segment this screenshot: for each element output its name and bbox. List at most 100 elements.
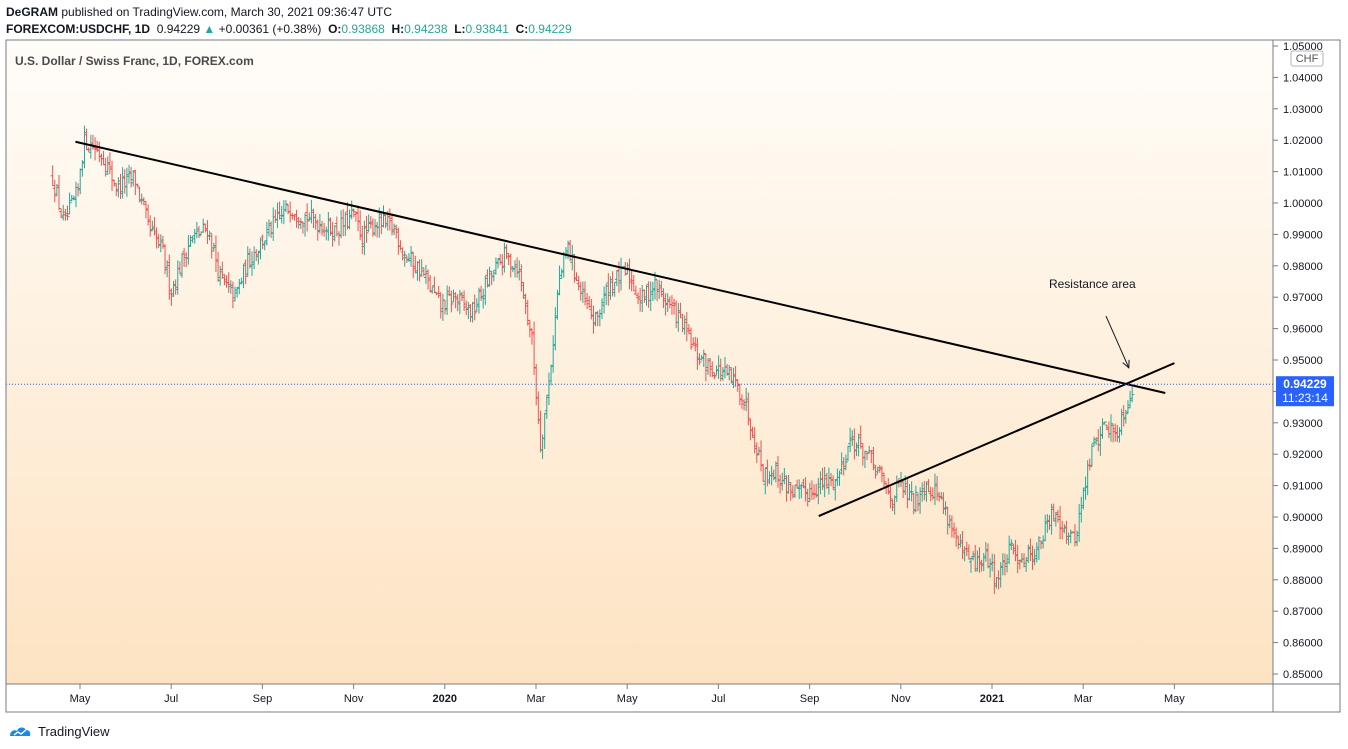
ohlc-bar xyxy=(1123,409,1128,424)
ohlc-bar xyxy=(652,271,657,300)
price-tick-label: 1.01000 xyxy=(1283,167,1323,179)
ohlc-bar xyxy=(472,294,477,321)
time-tick-label: Jul xyxy=(711,693,725,705)
time-tick-label: Sep xyxy=(253,693,273,705)
open-label: O: xyxy=(328,22,342,36)
tradingview-logo-icon xyxy=(10,727,31,736)
ohlc-bar xyxy=(207,230,212,241)
ohlc-bar xyxy=(1036,536,1041,560)
time-tick-label: Sep xyxy=(800,693,820,705)
ohlc-legend: FOREXCOM:USDCHF, 1D 0.94229 ▲ +0.00361 (… xyxy=(6,22,572,36)
price-tick-label: 1.02000 xyxy=(1283,135,1323,147)
ohlc-bar xyxy=(1068,529,1073,544)
low-value: 0.93841 xyxy=(465,22,509,36)
price-tick-label: 0.93000 xyxy=(1283,418,1323,430)
open-value: 0.93868 xyxy=(341,22,385,36)
price-tick-label: 0.95000 xyxy=(1283,355,1323,367)
last-price: 0.94229 xyxy=(156,22,201,36)
ohlc-bar xyxy=(862,450,867,468)
ohlc-bar xyxy=(364,215,369,243)
price-tick-label: 1.05000 xyxy=(1283,41,1323,53)
currency-label: CHF xyxy=(1296,53,1319,65)
ohlc-bar xyxy=(196,226,201,239)
price-tick-label: 0.92000 xyxy=(1283,449,1323,461)
time-axis[interactable]: May Jul Sep Nov 2020 Mar May Jul Sep Nov 2021 Mar Ma… xyxy=(70,684,1186,705)
price-tick-label: 0.90000 xyxy=(1283,512,1323,524)
price-tick-label: 0.89000 xyxy=(1283,543,1323,555)
ohlc-bar xyxy=(1102,421,1107,424)
ohlc-bar xyxy=(873,465,878,479)
plot-background xyxy=(6,40,1273,684)
close-value: 0.94229 xyxy=(528,22,572,36)
low-label: L: xyxy=(454,22,466,36)
time-tick-label: 2021 xyxy=(980,693,1004,705)
ohlc-bar xyxy=(754,442,759,464)
ohlc-bar xyxy=(1100,418,1105,439)
ohlc-bar xyxy=(913,485,918,513)
chart-frame xyxy=(5,39,1341,713)
ohlc-bar xyxy=(65,205,70,221)
last-price-tag xyxy=(1276,376,1334,407)
ohlc-bar xyxy=(882,472,887,488)
tradingview-brand: TradingView xyxy=(38,723,110,739)
price-tick-label: 0.91000 xyxy=(1283,481,1323,493)
price-change: +0.00361 (+0.38%) xyxy=(218,22,322,36)
price-tick-label: 0.87000 xyxy=(1283,606,1323,618)
price-tick-label: 0.99000 xyxy=(1283,229,1323,241)
ohlc-bar xyxy=(1130,386,1135,403)
ohlc-bar xyxy=(449,290,454,313)
ohlc-bar xyxy=(67,192,72,215)
time-tick-label: Nov xyxy=(344,693,364,705)
price-axis[interactable]: 0.85000 0.86000 0.87000 0.88000 0.89000 0.900… xyxy=(1273,41,1323,681)
ohlc-bar xyxy=(701,349,706,367)
trendlines[interactable] xyxy=(75,140,1175,517)
ohlc-bar xyxy=(843,454,848,471)
price-tick-label: 1.00000 xyxy=(1283,198,1323,210)
ohlc-bars xyxy=(50,125,1135,595)
high-label: H: xyxy=(391,22,405,36)
ohlc-bar xyxy=(746,392,751,426)
ohlc-bar xyxy=(712,372,717,380)
resistance-annotation-text[interactable]: Resistance area xyxy=(1049,277,1136,291)
time-tick-label: May xyxy=(70,693,91,705)
symbol-label: FOREXCOM:USDCHF, 1D xyxy=(6,22,151,36)
published-text: published on TradingView.com, March 30, … xyxy=(61,5,393,19)
publish-info: DeGRAM published on TradingView.com, Mar… xyxy=(6,5,392,19)
close-label: C: xyxy=(515,22,529,36)
time-tick-label: Jul xyxy=(164,693,178,705)
time-tick-label: May xyxy=(1164,693,1185,705)
ohlc-bar xyxy=(888,486,893,509)
ohlc-bar xyxy=(697,353,702,365)
ohlc-bar xyxy=(402,250,407,267)
arrowhead-icon xyxy=(1122,359,1130,369)
ohlc-bar xyxy=(871,446,876,471)
price-tick-label: 0.88000 xyxy=(1283,575,1323,587)
ohlc-bar xyxy=(57,174,62,211)
trendline-ascending-support[interactable] xyxy=(818,362,1175,517)
trendline-descending-resistance[interactable] xyxy=(75,140,1166,394)
last-price-tag-value: 0.94229 xyxy=(1283,377,1327,391)
ohlc-bar xyxy=(1009,539,1014,551)
price-tick-label: 0.86000 xyxy=(1283,638,1323,650)
ohlc-bar xyxy=(689,327,694,350)
time-tick-label: Mar xyxy=(527,693,546,705)
ohlc-bar xyxy=(1087,458,1092,471)
resistance-annotation-arrow[interactable] xyxy=(1105,315,1130,369)
time-tick-label: Mar xyxy=(1074,693,1093,705)
time-tick-label: Nov xyxy=(891,693,911,705)
author-name[interactable]: DeGRAM xyxy=(6,5,59,19)
bar-countdown: 11:23:14 xyxy=(1282,391,1328,405)
price-tick-label: 0.96000 xyxy=(1283,324,1323,336)
ohlc-bar xyxy=(135,183,140,188)
price-tick-label: 0.98000 xyxy=(1283,261,1323,273)
change-arrow-icon: ▲ xyxy=(203,22,216,36)
tradingview-branding[interactable]: TradingView xyxy=(8,722,110,740)
price-tick-label: 0.97000 xyxy=(1283,292,1323,304)
price-tick-label: 1.03000 xyxy=(1283,104,1323,116)
time-tick-label: 2020 xyxy=(433,693,457,705)
chart-title: U.S. Dollar / Swiss Franc, 1D, FOREX.com xyxy=(15,54,254,68)
currency-badge[interactable] xyxy=(1290,50,1324,67)
ohlc-bar xyxy=(909,481,914,502)
price-tick-label: 1.04000 xyxy=(1283,72,1323,84)
